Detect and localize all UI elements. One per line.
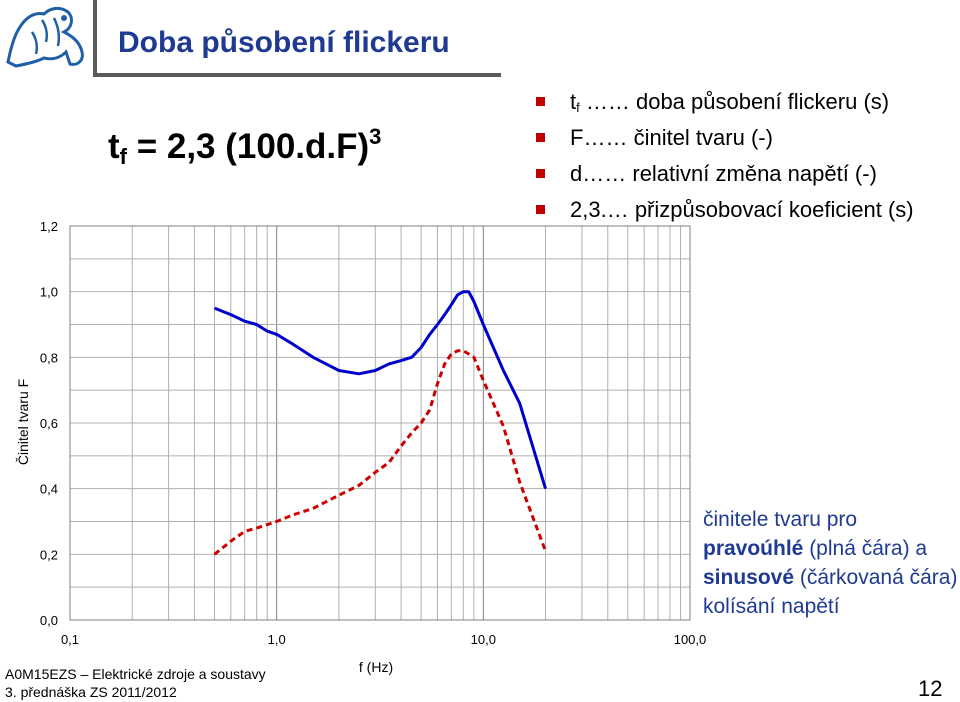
y-tick-label: 0,6	[40, 416, 58, 431]
header-horizontal-rule	[93, 73, 501, 77]
series-line-dashed	[213, 349, 547, 556]
legend-term: t	[570, 89, 577, 114]
note-bold: sinusové	[703, 566, 795, 589]
y-tick-label: 0,4	[40, 482, 58, 497]
y-tick-label: 0,2	[40, 547, 58, 562]
chart-series	[213, 290, 547, 556]
footer-lecture: 3. přednáška ZS 2011/2012	[5, 684, 177, 700]
legend-item: d…… relativní změna napětí (-)	[536, 156, 956, 192]
plot-frame	[69, 225, 691, 621]
legend-term: F	[570, 125, 584, 150]
formula-sub: f	[119, 144, 127, 169]
x-tick-label: 100,0	[674, 632, 707, 647]
formula-exponent: 3	[369, 124, 382, 149]
x-tick-label: 0,1	[61, 632, 79, 647]
chart-note: činitele tvaru pro pravoúhlé (plná čára)…	[703, 505, 958, 621]
x-tick-label: 1,0	[268, 632, 286, 647]
footer-course: A0M15EZS – Elektrické zdroje a soustavy	[5, 666, 266, 682]
square-bullet-icon	[536, 133, 545, 142]
formula: tf = 2,3 (100.d.F)3	[108, 124, 381, 170]
series-line-solid	[213, 290, 547, 490]
square-bullet-icon	[536, 169, 545, 178]
legend-item: F…… činitel tvaru (-)	[536, 120, 956, 156]
university-lion-logo	[2, 2, 90, 72]
formula-body: = 2,3 (100.d.F)	[126, 127, 370, 166]
chart-grid	[69, 225, 691, 621]
x-tick-label: 10,0	[471, 632, 496, 647]
square-bullet-icon	[536, 205, 545, 214]
legend-item: tf …… doba působení flickeru (s)	[536, 84, 956, 120]
slide-title: Doba působení flickeru	[118, 26, 450, 59]
legend-text: …… relativní změna napětí (-)	[582, 161, 877, 186]
page-number: 12	[918, 676, 943, 701]
note-part: (plná čára) a	[803, 537, 928, 560]
chart-ticks: 0,0 0,2 0,4 0,6 0,8 1,0 1,2 0,1 1,0 10,0 100,0	[40, 219, 706, 647]
variable-legend: tf …… doba působení flickeru (s) F…… čin…	[536, 84, 956, 228]
square-bullet-icon	[536, 97, 545, 106]
formula-t: t	[108, 127, 120, 166]
legend-text: .… přizpůsobovací koeficient (s)	[600, 197, 914, 222]
note-part: činitele tvaru pro	[703, 508, 858, 531]
legend-term: d	[570, 161, 583, 186]
y-tick-label: 0,0	[40, 613, 58, 628]
legend-text: …… činitel tvaru (-)	[583, 125, 773, 150]
y-axis-label: Činitel tvaru F	[15, 379, 31, 465]
header-vertical-rule	[93, 0, 97, 75]
x-axis-label: f (Hz)	[359, 659, 393, 675]
note-bold: pravoúhlé	[703, 537, 804, 560]
legend-term: 2,3	[570, 197, 601, 222]
note-part: (čárkovaná čára) kolísání napětí	[703, 566, 958, 618]
legend-text: …… doba působení flickeru (s)	[579, 89, 890, 114]
legend-term-sub: f	[576, 100, 580, 115]
y-tick-label: 0,8	[40, 350, 58, 365]
legend-item: 2,3.… přizpůsobovací koeficient (s)	[536, 192, 956, 228]
y-tick-label: 1,2	[40, 219, 58, 234]
y-tick-label: 1,0	[40, 285, 58, 300]
